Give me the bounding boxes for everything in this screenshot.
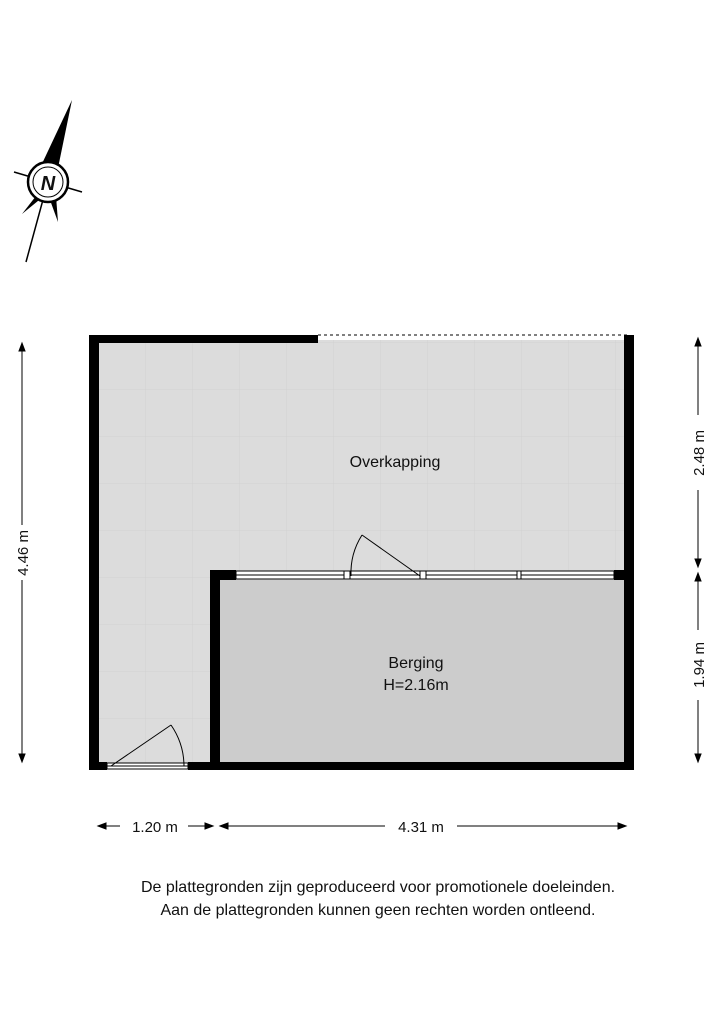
dimension-left-total: 4.46 m [15,530,32,576]
window-strip [235,570,615,580]
entrance-door [106,724,189,770]
compass-label: N [41,173,56,195]
disclaimer-line-1: De plattegronden zijn geproduceerd voor … [141,879,615,896]
room-label-overkapping: Overkapping [350,454,441,471]
berging-floor [220,580,624,762]
dimension-right-bottom: 1.94 m [691,642,708,688]
door-swing [350,534,421,577]
compass-north-icon: N [13,100,83,263]
dimension-bottom-left: 1.20 m [132,819,178,836]
dimension-bottom-right: 4.31 m [398,819,444,836]
room-label-berging: Berging [388,655,443,672]
dimension-lines [18,336,702,830]
walls [89,335,634,770]
disclaimer-line-2: Aan de plattegronden kunnen geen rechten… [160,902,595,919]
dimension-right-top: 2.48 m [691,430,708,476]
room-height-berging: H=2.16m [383,677,448,694]
